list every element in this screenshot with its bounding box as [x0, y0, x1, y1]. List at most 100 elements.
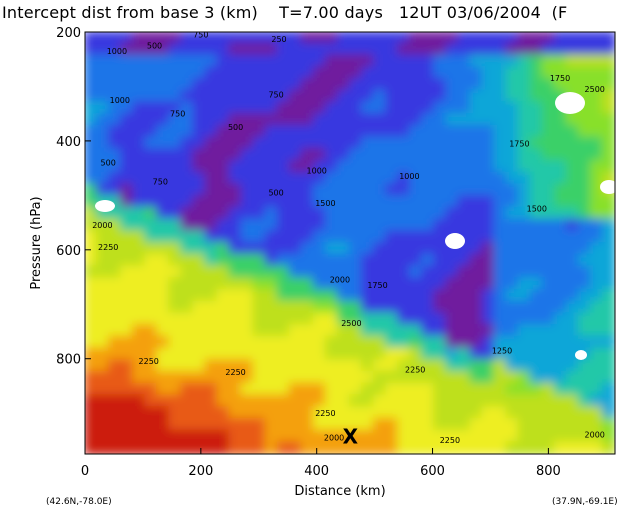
heatmap-cell: [553, 370, 568, 385]
heatmap-cell: [589, 230, 604, 244]
heatmap-cell: [216, 370, 231, 385]
heatmap-cell: [421, 32, 436, 45]
heatmap-cell: [481, 312, 496, 326]
heatmap-cell: [276, 253, 291, 268]
heatmap-cell: [96, 242, 110, 256]
heatmap-cell: [204, 206, 219, 221]
heatmap-cell: [156, 113, 171, 127]
heatmap-cell: [156, 124, 171, 139]
heatmap-cell: [361, 382, 375, 397]
heatmap-cell: [577, 113, 592, 127]
heatmap-cell: [204, 417, 219, 432]
heatmap-cell: [505, 429, 520, 444]
heatmap-cell: [96, 101, 110, 115]
heatmap-cell: [469, 148, 484, 162]
heatmap-cell: [373, 42, 388, 57]
heatmap-cell: [457, 253, 472, 268]
heatmap-cell: [252, 32, 267, 45]
heatmap-cell: [96, 253, 110, 268]
heatmap-cell: [589, 101, 604, 115]
heatmap-cell: [373, 124, 388, 139]
heatmap-cell: [252, 171, 267, 186]
heatmap-cell: [481, 230, 496, 244]
heatmap-cell: [132, 429, 147, 444]
heatmap-cell: [120, 429, 135, 444]
contour-label: 2250: [225, 368, 245, 377]
heatmap-cell: [541, 406, 556, 420]
heatmap-cell: [541, 312, 556, 326]
heatmap-cell: [252, 265, 267, 280]
contour-label: 250: [271, 35, 286, 44]
heatmap-cell: [312, 148, 327, 162]
heatmap-cell: [96, 265, 110, 280]
heatmap-cell: [469, 124, 484, 139]
heatmap-cell: [276, 101, 291, 115]
heatmap-cell: [264, 359, 279, 373]
heatmap-cell: [565, 406, 580, 420]
heatmap-cell: [457, 335, 472, 350]
heatmap-cell: [433, 382, 448, 397]
heatmap-cell: [132, 124, 147, 139]
heatmap-cell: [577, 359, 592, 373]
heatmap-cell: [252, 382, 267, 397]
heatmap-cell: [469, 265, 484, 280]
heatmap-cell: [469, 324, 484, 338]
heatmap-cell: [505, 394, 520, 409]
heatmap-cell: [276, 429, 291, 444]
heatmap-cell: [589, 242, 604, 256]
heatmap-cell: [397, 370, 412, 385]
heatmap-cell: [517, 230, 532, 244]
heatmap-cell: [288, 253, 303, 268]
heatmap-cell: [577, 171, 592, 186]
heatmap-cell: [397, 77, 412, 92]
heatmap-cell: [469, 218, 484, 233]
heatmap-cell: [180, 124, 195, 139]
heatmap-cell: [469, 42, 484, 57]
heatmap-cell: [481, 159, 496, 174]
heatmap-cell: [505, 101, 520, 115]
contour-label: 2250: [315, 409, 335, 418]
heatmap-cell: [252, 77, 267, 92]
heatmap-cell: [577, 417, 592, 432]
heatmap-cell: [108, 370, 123, 385]
heatmap-cell: [276, 77, 291, 92]
heatmap-cell: [541, 277, 556, 291]
heatmap-cell: [517, 206, 532, 221]
heatmap-cell: [192, 288, 207, 303]
heatmap-cell: [180, 89, 195, 104]
heatmap-cell: [180, 394, 195, 409]
heatmap-cell: [433, 159, 448, 174]
heatmap-cell: [493, 230, 508, 244]
heatmap-cell: [541, 171, 556, 186]
heatmap-cell: [300, 265, 315, 280]
heatmap-cell: [577, 382, 592, 397]
heatmap-cell: [252, 218, 267, 233]
heatmap-cell: [228, 370, 243, 385]
heatmap-cell: [469, 183, 484, 198]
heatmap-cell: [96, 89, 110, 104]
heatmap-cell: [469, 335, 484, 350]
heatmap-cell: [288, 89, 303, 104]
heatmap-cell: [469, 359, 484, 373]
heatmap-cell: [288, 288, 303, 303]
heatmap-cell: [300, 347, 315, 362]
heatmap-cell: [541, 253, 556, 268]
heatmap-cell: [144, 359, 159, 373]
heatmap-cell: [288, 136, 303, 151]
heatmap-cell: [397, 312, 412, 326]
heatmap-cell: [481, 417, 496, 432]
heatmap-cell: [565, 230, 580, 244]
heatmap-cell: [312, 312, 327, 326]
heatmap-cell: [553, 77, 568, 92]
heatmap-cell: [589, 148, 604, 162]
heatmap-cell: [108, 171, 123, 186]
heatmap-cell: [300, 324, 315, 338]
heatmap-cell: [168, 359, 183, 373]
heatmap-cell: [96, 66, 110, 80]
heatmap-cell: [529, 347, 544, 362]
heatmap-cell: [264, 136, 279, 151]
contour-label: 1000: [307, 167, 327, 176]
heatmap-cell: [276, 148, 291, 162]
heatmap-cell: [192, 347, 207, 362]
